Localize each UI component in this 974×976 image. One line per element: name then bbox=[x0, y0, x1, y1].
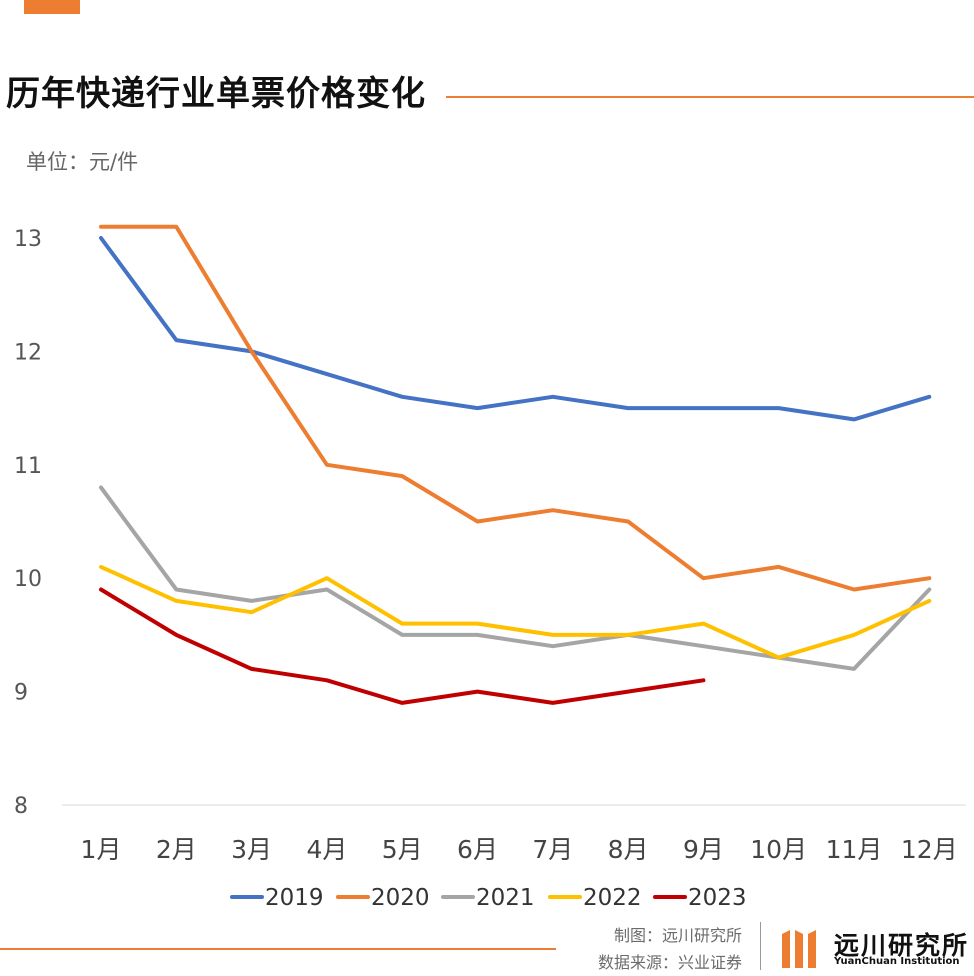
x-tick-label: 3月 bbox=[231, 835, 272, 864]
x-tick-label: 8月 bbox=[608, 835, 649, 864]
y-tick-label: 10 bbox=[14, 567, 42, 592]
source-credit: 数据来源：兴业证券 bbox=[597, 953, 742, 972]
x-tick-label: 11月 bbox=[826, 835, 883, 864]
x-tick-label: 10月 bbox=[750, 835, 807, 864]
legend-label-2022: 2022 bbox=[583, 885, 642, 911]
x-tick-label: 4月 bbox=[306, 835, 347, 864]
legend-label-2021: 2021 bbox=[476, 885, 535, 911]
logo-subtitle: YuanChuan Institution bbox=[834, 956, 960, 967]
x-tick-label: 6月 bbox=[457, 835, 498, 864]
x-tick-label: 5月 bbox=[382, 835, 423, 864]
bottom-rule bbox=[0, 948, 556, 950]
legend-label-2019: 2019 bbox=[265, 885, 324, 911]
series-line-2022 bbox=[99, 564, 932, 660]
credits: 制图：远川研究所 数据来源：兴业证券 bbox=[598, 922, 742, 976]
legend-label-2023: 2023 bbox=[688, 885, 747, 911]
chart-legend: 2019 2020 2021 2022 2023 bbox=[230, 885, 747, 911]
line-chart: 8 9 10 11 12 13 1月 2月 3月 4月 5月 6月 7月 8月 9月 10月 11月 12月 20… bbox=[14, 224, 966, 911]
x-tick-label: 12月 bbox=[901, 835, 958, 864]
footer-divider bbox=[760, 922, 761, 970]
x-tick-label: 9月 bbox=[683, 835, 724, 864]
y-tick-label: 12 bbox=[14, 340, 42, 365]
maker-credit: 制图：远川研究所 bbox=[613, 926, 742, 945]
logo-name: 远川研究所 bbox=[834, 931, 970, 960]
legend-label-2020: 2020 bbox=[371, 885, 430, 911]
x-tick-label: 1月 bbox=[81, 835, 122, 864]
chart-axes: 8 9 10 11 12 13 1月 2月 3月 4月 5月 6月 7月 8月 9月 10月 11月 12月 bbox=[14, 227, 966, 864]
y-tick-label: 11 bbox=[14, 454, 42, 479]
x-tick-label: 2月 bbox=[156, 835, 197, 864]
corner-accent-block bbox=[24, 0, 80, 14]
title-rule bbox=[446, 96, 974, 98]
y-tick-label: 13 bbox=[14, 227, 42, 252]
page-title: 历年快递行业单票价格变化 bbox=[6, 74, 426, 114]
series-line-2019 bbox=[99, 236, 932, 422]
unit-label: 单位：元/件 bbox=[26, 150, 139, 174]
logo-icon bbox=[782, 930, 816, 968]
y-tick-label: 8 bbox=[14, 794, 28, 819]
series-line-2021 bbox=[99, 485, 932, 671]
series-line-2023 bbox=[99, 587, 706, 705]
y-tick-label: 9 bbox=[14, 681, 28, 706]
series-line-2020 bbox=[99, 224, 932, 592]
chart-series bbox=[99, 224, 932, 705]
x-tick-label: 7月 bbox=[532, 835, 573, 864]
